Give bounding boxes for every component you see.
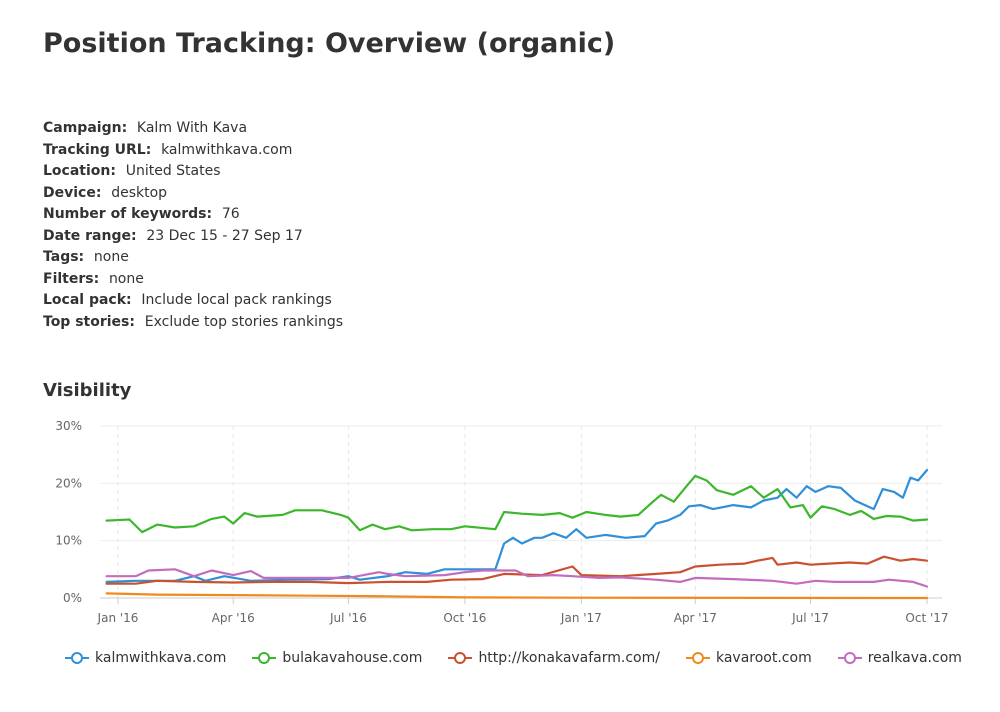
y-tick-label: 0% [63, 591, 82, 605]
x-tick-label: Apr '17 [674, 611, 717, 625]
chart-grid [100, 425, 942, 598]
visibility-line-chart: 0% 10% 20% 30% Jan '16 Apr '16 Jul '16 Oct '16 J… [55, 419, 948, 625]
report-meta-list: Campaign: Kalm With Kava Tracking URL: kal… [43, 118, 343, 333]
y-tick-label: 10% [55, 534, 82, 548]
x-tick-label: Jul '16 [329, 611, 367, 625]
x-tick-label: Jan '17 [560, 611, 602, 625]
meta-label: Top stories: [43, 313, 135, 330]
legend-label: kavaroot.com [715, 650, 812, 666]
x-tick-label: Oct '17 [905, 611, 948, 625]
meta-value: 23 Dec 15 - 27 Sep 17 [146, 227, 303, 244]
meta-device: Device: desktop [43, 183, 343, 205]
legend-marker-icon [252, 652, 277, 664]
meta-value: Include local pack rankings [141, 292, 332, 308]
legend-marker-icon [837, 652, 862, 664]
meta-value: kalmwithkava.com [161, 141, 293, 158]
chart-legend: kalmwithkava.com bulakavahouse.com http:… [65, 650, 988, 666]
meta-local-pack: Local pack: Include local pack rankings [43, 290, 343, 312]
legend-marker-icon [65, 652, 89, 664]
series-line-2 [105, 474, 929, 534]
chart-series [105, 468, 929, 600]
meta-keywords: Number of keywords: 76 [43, 204, 343, 226]
meta-label: Tags: [43, 249, 85, 265]
series-line-5 [105, 568, 929, 588]
x-tick-label: Jan '16 [97, 611, 139, 625]
meta-campaign: Campaign: Kalm With Kava [43, 118, 343, 140]
meta-value: 76 [221, 206, 240, 222]
legend-label: bulakavahouse.com [282, 650, 423, 666]
chart-axes: 0% 10% 20% 30% Jan '16 Apr '16 Jul '16 Oct '16 J… [55, 419, 948, 625]
legend-item-bulakavahouse[interactable]: bulakavahouse.com [252, 650, 422, 666]
meta-top-stories: Top stories: Exclude top stories rankings [43, 312, 343, 334]
legend-label: kalmwithkava.com [95, 650, 227, 666]
meta-tags: Tags: none [43, 247, 343, 269]
legend-item-kalmwithkava[interactable]: kalmwithkava.com [65, 650, 226, 666]
meta-label: Location: [43, 163, 116, 179]
y-tick-label: 30% [55, 419, 82, 433]
meta-value: Kalm With Kava [136, 120, 248, 136]
meta-date-range: Date range: 23 Dec 15 - 27 Sep 17 [43, 226, 343, 248]
meta-label: Number of keywords: [43, 206, 213, 222]
x-tick-label: Apr '16 [212, 611, 255, 625]
legend-marker-icon [685, 652, 710, 664]
x-tick-label: Oct '16 [443, 611, 486, 625]
page-title: Position Tracking: Overview (organic) [43, 28, 616, 59]
x-tick-label: Jul '17 [791, 611, 829, 625]
meta-value: Exclude top stories rankings [144, 313, 344, 330]
legend-marker-icon [448, 652, 473, 664]
meta-value: desktop [111, 184, 168, 201]
legend-label: http://konakavafarm.com/ [478, 650, 660, 666]
meta-location: Location: United States [43, 161, 343, 183]
meta-label: Filters: [43, 270, 100, 287]
legend-item-konakavafarm[interactable]: http://konakavafarm.com/ [448, 650, 660, 666]
meta-label: Date range: [43, 227, 137, 244]
y-tick-label: 20% [55, 476, 82, 490]
meta-label: Device: [43, 184, 102, 201]
meta-value: none [108, 270, 144, 287]
meta-tracking-url: Tracking URL: kalmwithkava.com [43, 140, 343, 162]
meta-label: Campaign: [43, 120, 128, 136]
legend-item-realkava[interactable]: realkava.com [837, 650, 962, 666]
series-line-1 [105, 468, 929, 583]
meta-label: Tracking URL: [43, 141, 152, 158]
legend-label: realkava.com [867, 650, 962, 666]
meta-value: United States [125, 163, 221, 179]
legend-item-kavaroot[interactable]: kavaroot.com [685, 650, 812, 666]
series-line-3 [105, 555, 929, 585]
meta-value: none [93, 249, 129, 265]
visibility-title: Visibility [43, 380, 132, 401]
series-line-4 [105, 592, 929, 600]
meta-label: Local pack: [43, 292, 132, 308]
meta-filters: Filters: none [43, 269, 343, 291]
